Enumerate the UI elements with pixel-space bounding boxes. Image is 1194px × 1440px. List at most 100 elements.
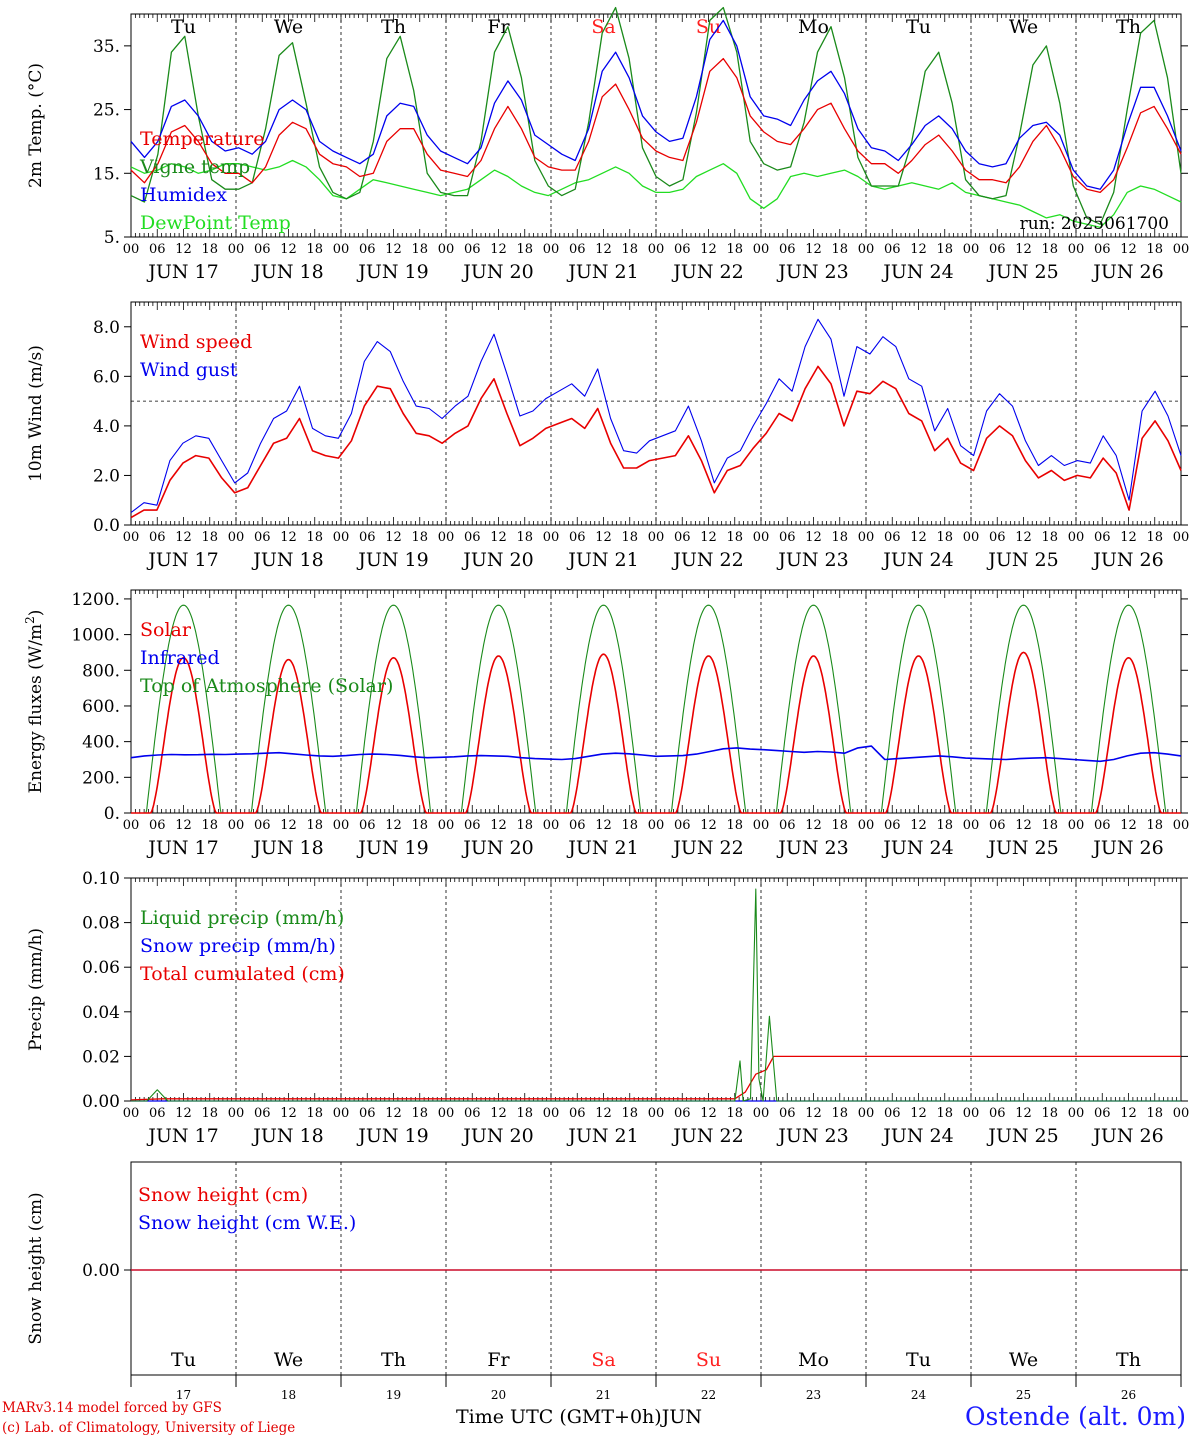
hour-label: 12 — [595, 818, 612, 833]
hour-label: 00 — [648, 530, 665, 545]
hour-label: 06 — [149, 530, 166, 545]
hour-label: 12 — [175, 1106, 192, 1121]
legend-entry: Snow height (cm W.E.) — [138, 1212, 356, 1234]
hour-label: 12 — [700, 530, 717, 545]
hour-label: 00 — [858, 818, 875, 833]
day-label: JUN 21 — [566, 1125, 638, 1147]
y-tick-label: 6.0 — [93, 367, 120, 387]
hour-label: 18 — [936, 242, 953, 257]
legend-entry: Solar — [140, 619, 192, 641]
hour-label: 00 — [333, 530, 350, 545]
hour-label: 06 — [779, 818, 796, 833]
hour-label: 18 — [516, 530, 533, 545]
hour-label: 06 — [1094, 530, 1111, 545]
legend-entry: Infrared — [140, 647, 220, 669]
hour-label: 18 — [831, 530, 848, 545]
hour-label: 12 — [595, 530, 612, 545]
day-label: JUN 23 — [776, 837, 848, 859]
superscript: 2 — [23, 616, 37, 624]
y-tick-label: 400. — [82, 733, 120, 753]
hour-label: 18 — [831, 818, 848, 833]
series-line-0 — [131, 888, 1181, 1102]
hour-label: 12 — [1120, 1106, 1137, 1121]
panel-frame — [130, 589, 1182, 814]
y-tick-label: 0.06 — [82, 958, 120, 978]
legend-entry: Humidex — [140, 184, 227, 206]
hour-label: 12 — [700, 1106, 717, 1121]
day-label: JUN 18 — [251, 837, 323, 859]
day-label: JUN 20 — [461, 837, 533, 859]
hour-label: 12 — [175, 530, 192, 545]
hour-label: 06 — [779, 1106, 796, 1121]
hour-label: 12 — [805, 530, 822, 545]
weekday-label: Th — [381, 1349, 406, 1371]
hour-label: 18 — [516, 242, 533, 257]
hour-label: 12 — [385, 818, 402, 833]
panel-2: 00 06 12 18 JUN 17 00 06 12 18 JUN 18 00 06 12 18 JUN … — [23, 589, 1189, 859]
hour-label: 18 — [516, 818, 533, 833]
hour-label: 06 — [674, 242, 691, 257]
y-tick-label: 200. — [82, 768, 120, 788]
hour-label: 12 — [175, 242, 192, 257]
day-label: JUN 22 — [671, 1125, 743, 1147]
hour-label: 18 — [831, 1106, 848, 1121]
day-label: JUN 23 — [776, 549, 848, 571]
day-label: JUN 19 — [356, 549, 428, 571]
hour-label: 00 — [228, 242, 245, 257]
panel-frame — [130, 301, 1182, 526]
hour-label: 00 — [648, 1106, 665, 1121]
hour-label: 06 — [989, 530, 1006, 545]
day-label: JUN 21 — [566, 261, 638, 283]
y-axis-label: Snow height (cm) — [26, 1192, 46, 1344]
hour-label: 00 — [1173, 1106, 1190, 1121]
hour-label: 18 — [726, 818, 743, 833]
weekday-label: We — [274, 16, 303, 38]
x-axis-month: JUN — [661, 1406, 702, 1428]
y-axis-label: 10m Wind (m/s) — [26, 345, 46, 482]
hour-label: 06 — [674, 1106, 691, 1121]
hour-label: 00 — [963, 530, 980, 545]
weekday-label: Th — [1116, 16, 1141, 38]
hour-label: 06 — [254, 530, 271, 545]
hour-label: 18 — [411, 818, 428, 833]
hour-label: 00 — [438, 818, 455, 833]
hour-label: 00 — [963, 242, 980, 257]
hour-label: 12 — [910, 530, 927, 545]
hour-label: 18 — [201, 530, 218, 545]
hour-label: 18 — [306, 242, 323, 257]
hour-label: 18 — [1041, 530, 1058, 545]
hour-label: 00 — [753, 1106, 770, 1121]
hour-label: 18 — [411, 242, 428, 257]
weekday-label: Mo — [798, 16, 829, 38]
hour-label: 00 — [1068, 242, 1085, 257]
hour-label: 12 — [490, 530, 507, 545]
day-number: 21 — [596, 1388, 611, 1402]
legend-entry: Wind gust — [140, 359, 238, 381]
hour-label: 00 — [1068, 1106, 1085, 1121]
hour-label: 00 — [333, 1106, 350, 1121]
legend-entry: Snow height (cm) — [138, 1184, 308, 1206]
y-tick-label: 5. — [104, 228, 120, 248]
hour-label: 12 — [490, 1106, 507, 1121]
hour-label: 18 — [726, 530, 743, 545]
hour-label: 12 — [1015, 1106, 1032, 1121]
weekday-label: Fr — [487, 1349, 510, 1371]
hour-label: 12 — [805, 1106, 822, 1121]
hour-label: 12 — [280, 242, 297, 257]
day-number: 26 — [1121, 1388, 1136, 1402]
day-label: JUN 25 — [986, 261, 1058, 283]
hour-label: 00 — [228, 530, 245, 545]
hour-label: 06 — [359, 1106, 376, 1121]
y-tick-label: 0.04 — [82, 1003, 120, 1023]
hour-label: 06 — [359, 818, 376, 833]
hour-label: 12 — [385, 1106, 402, 1121]
hour-label: 06 — [569, 818, 586, 833]
hour-label: 18 — [1146, 242, 1163, 257]
hour-label: 18 — [936, 530, 953, 545]
hour-label: 06 — [1094, 242, 1111, 257]
series-line-1 — [130, 6, 1182, 225]
hour-label: 00 — [543, 818, 560, 833]
hour-label: 06 — [779, 242, 796, 257]
hour-label: 00 — [123, 1106, 140, 1121]
day-label: JUN 25 — [986, 1125, 1058, 1147]
